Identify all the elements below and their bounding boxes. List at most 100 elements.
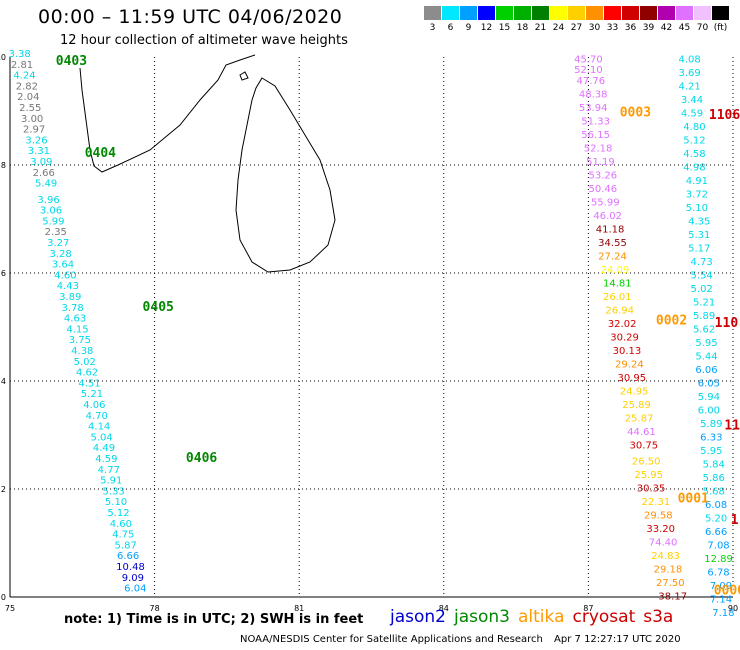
- x-tick-label: 90: [728, 604, 738, 613]
- wave-height-value: 4.59: [95, 454, 117, 465]
- map-title: 00:00 – 11:59 UTC 04/06/2020: [38, 6, 343, 28]
- wave-height-observations: 3.382.814.242.822.042.553.002.973.263.31…: [9, 49, 735, 619]
- wave-height-value: 30.35: [637, 484, 666, 495]
- wave-height-value: 5.17: [688, 243, 710, 254]
- wave-height-value: 5.12: [107, 508, 129, 519]
- wave-height-value: 5.87: [115, 540, 137, 551]
- wave-height-value: 29.24: [615, 360, 644, 371]
- wave-height-value: 25.89: [622, 400, 651, 411]
- scale-label: 21: [534, 23, 547, 33]
- scale-label: 18: [516, 23, 529, 33]
- scale-label: 12: [480, 23, 493, 33]
- wave-height-value: 25.95: [634, 470, 663, 481]
- wave-height-value: 52.10: [574, 65, 603, 76]
- wave-height-value: 5.44: [695, 351, 717, 362]
- wave-height-value: 2.55: [19, 103, 41, 114]
- scale-swatch: [568, 6, 585, 20]
- time-label: 0403: [56, 54, 87, 69]
- wave-height-value: 26.94: [605, 306, 634, 317]
- wave-height-value: 4.60: [54, 270, 76, 281]
- wave-height-value: 7.14: [710, 594, 732, 605]
- scale-swatch: [658, 6, 675, 20]
- wave-height-value: 3.72: [686, 189, 708, 200]
- scale-swatch: [496, 6, 513, 20]
- wave-height-value: 5.99: [42, 216, 64, 227]
- legend-s3a: s3a: [643, 607, 674, 627]
- wave-height-value: 14.81: [603, 279, 632, 290]
- wave-height-value: 10.48: [116, 562, 145, 573]
- wave-height-value: 3.06: [40, 206, 62, 217]
- wave-height-value: 2.35: [45, 227, 67, 238]
- wave-height-value: 27.50: [656, 578, 685, 589]
- island-coastline: [239, 71, 249, 81]
- y-tick-label: 0: [1, 593, 6, 602]
- wave-height-value: 3.09: [30, 157, 52, 168]
- wave-height-value: 44.61: [627, 427, 656, 438]
- scale-swatch: [604, 6, 621, 20]
- wave-height-value: 3.78: [62, 303, 84, 314]
- wave-height-value: 5.20: [705, 513, 727, 524]
- time-label: 0003: [620, 105, 651, 120]
- wave-height-value: 4.35: [688, 216, 710, 227]
- wave-height-value: 4.98: [683, 162, 705, 173]
- map-grid: [10, 57, 733, 597]
- wave-height-value: 51.33: [581, 117, 610, 128]
- axis-tick-labels: 75 78 81 84 87 90 0 2 4 6 8 10: [0, 53, 738, 613]
- wave-height-value: 6.00: [698, 405, 720, 416]
- scale-swatch: [478, 6, 495, 20]
- wave-height-value: 56.15: [581, 130, 610, 141]
- wave-height-value: 4.75: [112, 530, 134, 541]
- map-frame: [9, 57, 734, 598]
- wave-height-value: 2.04: [17, 92, 39, 103]
- wave-height-value: 6.33: [700, 432, 722, 443]
- wave-height-value: 5.54: [691, 270, 713, 281]
- wave-height-value: 4.59: [681, 108, 703, 119]
- x-tick-label: 84: [439, 604, 449, 613]
- wave-height-value: 3.31: [28, 146, 50, 157]
- wave-height-value: 3.64: [52, 260, 74, 271]
- wave-height-value: 4.08: [678, 54, 700, 65]
- legend-jason2: jason2: [390, 607, 446, 627]
- wave-height-value: 6.66: [705, 527, 727, 538]
- wave-height-value: 2.81: [11, 60, 33, 71]
- wave-height-value: 46.02: [593, 211, 622, 222]
- wave-height-value: 3.96: [37, 195, 59, 206]
- wave-height-value: 7.18: [712, 608, 734, 619]
- wave-height-value: 5.86: [703, 473, 725, 484]
- wave-height-value: 3.00: [21, 114, 43, 125]
- wave-height-value: 5.91: [100, 476, 122, 487]
- wave-height-value: 4.24: [13, 71, 35, 82]
- sri-lanka-coastline: [235, 77, 336, 273]
- wave-height-value: 30.29: [610, 333, 639, 344]
- wave-height-value: 3.26: [25, 135, 47, 146]
- scale-label: 9: [465, 23, 472, 33]
- time-label: 0406: [186, 451, 217, 466]
- wave-height-value: 4.73: [691, 257, 713, 268]
- wave-height-value: 29.58: [644, 511, 673, 522]
- wave-height-value: 74.40: [649, 538, 678, 549]
- time-label: 1: [731, 513, 739, 528]
- wave-height-value: 25.87: [625, 414, 654, 425]
- wave-height-value: 5.94: [698, 392, 720, 403]
- time-label: 1106: [709, 108, 740, 123]
- wave-height-value: 4.77: [98, 465, 120, 476]
- scale-label: 3: [429, 23, 436, 33]
- wave-height-value: 5.02: [74, 357, 96, 368]
- wave-height-value: 4.60: [110, 519, 132, 530]
- wave-height-value: 9.09: [122, 573, 144, 584]
- wave-height-value: 5.95: [695, 338, 717, 349]
- time-label: 0001: [678, 492, 709, 507]
- time-label: 0405: [143, 300, 174, 315]
- wave-height-value: 24.09: [601, 265, 630, 276]
- wave-height-value: 7.09: [710, 581, 732, 592]
- wave-height-value: 30.75: [630, 441, 659, 452]
- wave-height-value: 5.04: [90, 432, 112, 443]
- wave-height-value: 2.97: [23, 125, 45, 136]
- wave-height-value: 7.08: [707, 540, 729, 551]
- wave-height-value: 4.91: [686, 176, 708, 187]
- wave-height-value: 4.70: [86, 411, 108, 422]
- wave-height-value: 4.38: [71, 346, 93, 357]
- wave-height-value: 5.95: [700, 446, 722, 457]
- scale-swatch: [712, 6, 729, 20]
- wave-height-value: 5.02: [691, 284, 713, 295]
